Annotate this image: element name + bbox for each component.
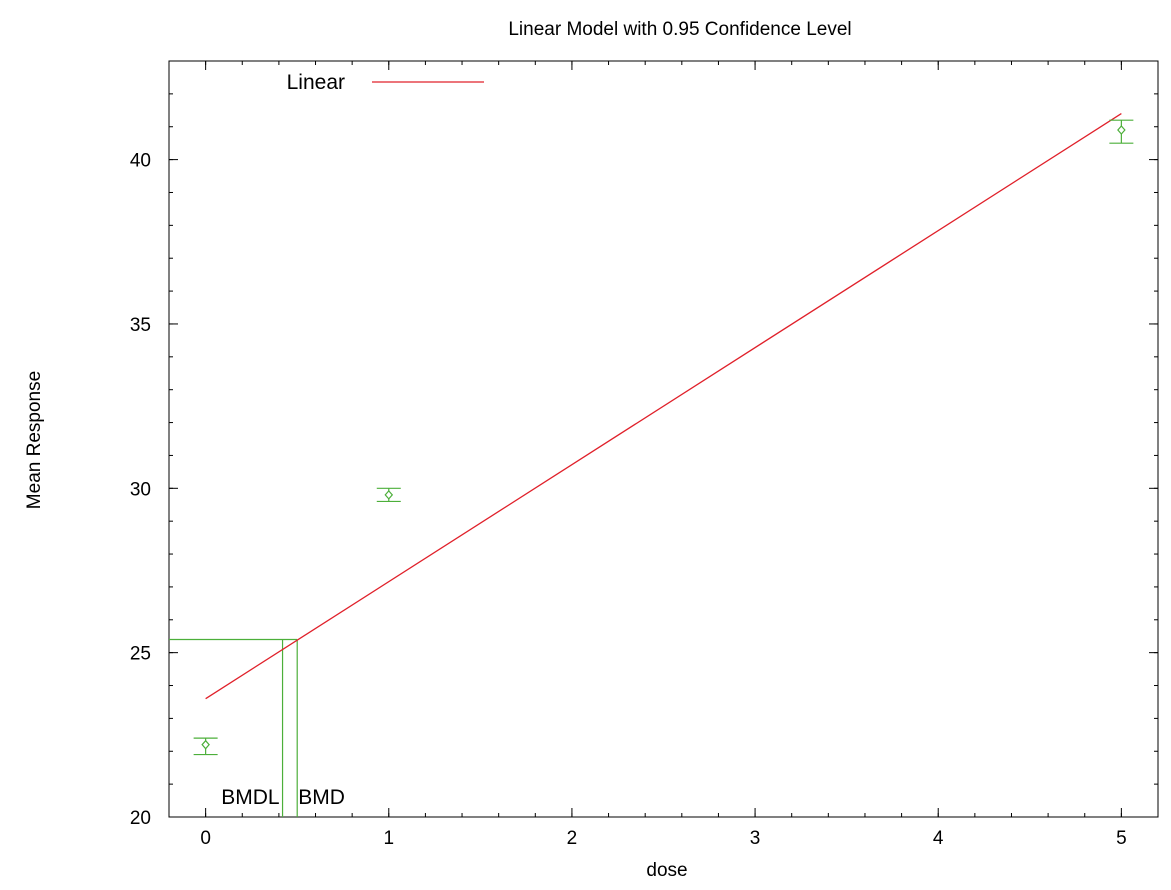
- model-line-linear: [205, 113, 1122, 700]
- chart-title: Linear Model with 0.95 Confidence Level: [508, 19, 851, 40]
- data-point: [1109, 119, 1134, 144]
- data-point: [193, 737, 218, 756]
- plot-marks: BMDL BMD: [169, 81, 1134, 817]
- x-axis-label: dose: [646, 860, 687, 881]
- y-tick-label: 35: [130, 315, 151, 336]
- legend-label-linear: Linear: [287, 71, 345, 94]
- x-tick-label: 1: [383, 828, 394, 849]
- point-marker: [1117, 125, 1126, 135]
- bmdl-label: BMDL: [221, 786, 279, 809]
- x-tick-label: 0: [200, 828, 211, 849]
- x-tick-label: 4: [933, 828, 944, 849]
- y-tick-label: 40: [130, 151, 151, 172]
- x-tick-label: 3: [750, 828, 761, 849]
- point-marker: [384, 489, 394, 500]
- x-tick-label: 5: [1116, 828, 1127, 849]
- bmd-label: BMD: [298, 786, 345, 809]
- y-tick-label: 30: [130, 479, 151, 500]
- data-point: [376, 487, 401, 503]
- point-marker: [201, 739, 210, 750]
- plot-axes: 0 1 2 3 4 5 20 25 30 35 40: [130, 60, 1159, 849]
- y-axis-label: Mean Response: [24, 371, 45, 509]
- plot-frame: [168, 60, 1159, 818]
- y-tick-label: 20: [130, 808, 151, 829]
- y-tick-label: 25: [130, 644, 151, 665]
- x-tick-label: 2: [567, 828, 578, 849]
